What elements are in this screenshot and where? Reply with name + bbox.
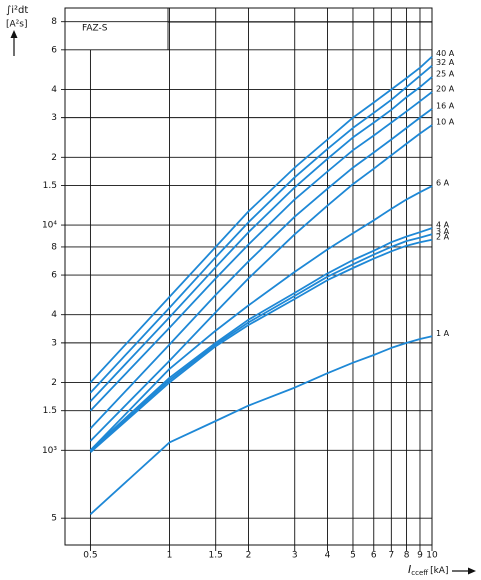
y-axis-unit: [A²s] [6, 20, 27, 30]
series-label: 10 A [436, 118, 455, 127]
y-tick-label: 6 [51, 45, 57, 55]
x-tick-label: 8 [404, 551, 410, 561]
series-label: 4 A [436, 221, 450, 230]
x-tick-label: 1 [167, 551, 173, 561]
y-arrowhead [10, 30, 18, 38]
series-label: 20 A [436, 84, 455, 93]
curve [89, 65, 433, 394]
y-tick-label: 4 [51, 85, 57, 95]
x-tick-label: 7 [388, 551, 394, 561]
y-tick-label: 8 [51, 242, 57, 252]
x-axis-unit: [kA] [430, 566, 448, 576]
y-tick-label: 6 [51, 271, 57, 281]
x-axis-label: Icceff [kA] [408, 563, 448, 577]
x-tick-label: 10 [426, 551, 438, 561]
curve [89, 91, 433, 412]
series-label: 40 A [436, 49, 455, 58]
x-tick-label: 4 [325, 551, 331, 561]
x-tick-label: 1.5 [209, 551, 223, 561]
curve [89, 335, 433, 515]
box-label: FAZ-S [82, 24, 108, 34]
x-axis-subscript: cceff [411, 569, 428, 577]
curve [89, 233, 433, 452]
series-label: 16 A [436, 101, 455, 110]
series-label: 1 A [436, 329, 450, 338]
y-tick-label: 3 [51, 338, 57, 348]
series-label: 2 A [436, 232, 450, 241]
x-arrowhead [468, 567, 476, 575]
y-tick-label: 1.5 [43, 181, 57, 191]
x-tick-label: 5 [350, 551, 356, 561]
series-label: 3 A [436, 227, 450, 236]
x-tick-label: 0.5 [83, 551, 97, 561]
y-tick-label: 8 [51, 17, 57, 27]
y-tick-label: 2 [51, 378, 57, 388]
x-tick-label: 3 [292, 551, 298, 561]
y-tick-label: 3 [51, 113, 57, 123]
x-tick-label: 6 [371, 551, 377, 561]
y-tick-label: 4 [51, 310, 57, 320]
curve [89, 185, 433, 451]
x-tick-label: 9 [417, 551, 423, 561]
curve [89, 238, 433, 453]
curve [89, 108, 433, 430]
curve [89, 76, 433, 403]
y-axis-symbol: ∫i²dt [6, 5, 28, 16]
x-axis-symbol: I [408, 563, 411, 576]
curve [89, 55, 433, 384]
curve [89, 227, 433, 451]
y-tick-label: 10³ [42, 446, 57, 456]
y-tick-label: 10⁴ [42, 221, 57, 231]
y-tick-label: 1.5 [43, 406, 57, 416]
y-tick-label: 5 [51, 514, 57, 524]
curve [89, 124, 433, 442]
series-label: 25 A [436, 69, 455, 78]
y-tick-label: 2 [51, 153, 57, 163]
series-label: 32 A [436, 58, 455, 67]
series-label: 6 A [436, 179, 450, 188]
x-tick-label: 2 [246, 551, 252, 561]
